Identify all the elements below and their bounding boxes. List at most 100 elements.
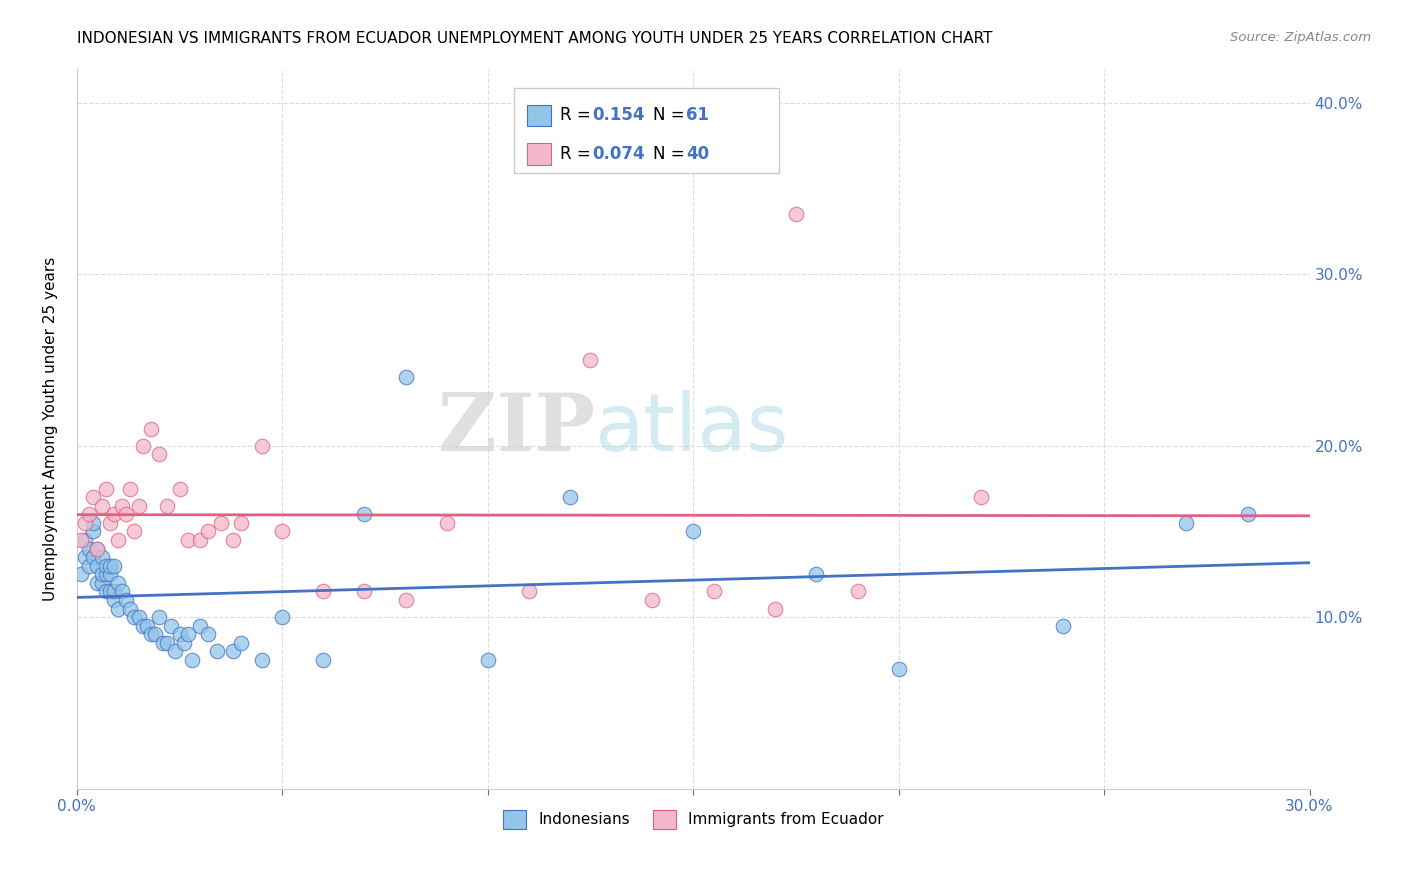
Text: 61: 61: [686, 106, 709, 124]
Point: [517, 584, 540, 599]
Point: [785, 207, 807, 221]
Point: [107, 533, 129, 547]
Point: [169, 627, 191, 641]
Point: [148, 610, 170, 624]
Text: R =: R =: [560, 145, 591, 163]
Point: [846, 584, 869, 599]
Point: [90, 567, 112, 582]
Point: [75, 533, 97, 547]
Point: [115, 507, 138, 521]
Point: [82, 490, 104, 504]
Point: [887, 661, 910, 675]
Point: [103, 507, 125, 521]
Point: [90, 499, 112, 513]
Point: [169, 482, 191, 496]
Text: Source: ZipAtlas.com: Source: ZipAtlas.com: [1230, 31, 1371, 45]
Text: INDONESIAN VS IMMIGRANTS FROM ECUADOR UNEMPLOYMENT AMONG YOUTH UNDER 25 YEARS CO: INDONESIAN VS IMMIGRANTS FROM ECUADOR UN…: [77, 31, 993, 46]
FancyBboxPatch shape: [527, 104, 551, 126]
Point: [394, 593, 416, 607]
Point: [98, 584, 121, 599]
Point: [148, 447, 170, 461]
Point: [77, 507, 100, 521]
Point: [82, 524, 104, 539]
Y-axis label: Unemployment Among Youth under 25 years: Unemployment Among Youth under 25 years: [44, 256, 58, 600]
Text: 40: 40: [686, 145, 709, 163]
Point: [177, 533, 200, 547]
Point: [86, 541, 108, 556]
Point: [70, 567, 93, 582]
Point: [1052, 618, 1074, 632]
Point: [682, 524, 704, 539]
Point: [250, 653, 273, 667]
Point: [231, 516, 253, 530]
Point: [94, 558, 117, 573]
Point: [103, 593, 125, 607]
Point: [1175, 516, 1198, 530]
Point: [394, 370, 416, 384]
Point: [120, 601, 142, 615]
Point: [180, 653, 202, 667]
Point: [107, 601, 129, 615]
Point: [641, 593, 664, 607]
Point: [107, 575, 129, 590]
Point: [77, 558, 100, 573]
Point: [152, 636, 174, 650]
Point: [90, 550, 112, 565]
Point: [139, 421, 162, 435]
Point: [970, 490, 993, 504]
Point: [90, 575, 112, 590]
Point: [806, 567, 828, 582]
Point: [70, 533, 93, 547]
Point: [94, 584, 117, 599]
Point: [205, 644, 228, 658]
Point: [115, 593, 138, 607]
Point: [156, 499, 179, 513]
Point: [763, 601, 786, 615]
Point: [131, 439, 153, 453]
Point: [128, 499, 150, 513]
Point: [139, 627, 162, 641]
Point: [703, 584, 725, 599]
Point: [111, 499, 134, 513]
Point: [188, 533, 211, 547]
Text: ZIP: ZIP: [437, 390, 595, 467]
Point: [188, 618, 211, 632]
Point: [177, 627, 200, 641]
Text: atlas: atlas: [595, 390, 789, 467]
Text: N =: N =: [652, 106, 685, 124]
Point: [209, 516, 232, 530]
Point: [222, 644, 245, 658]
FancyBboxPatch shape: [515, 88, 779, 173]
Point: [143, 627, 166, 641]
Point: [86, 575, 108, 590]
Point: [250, 439, 273, 453]
Point: [82, 516, 104, 530]
Point: [558, 490, 581, 504]
Point: [86, 558, 108, 573]
Point: [1237, 507, 1260, 521]
Point: [82, 550, 104, 565]
Point: [271, 610, 294, 624]
Text: 0.074: 0.074: [592, 145, 645, 163]
Point: [436, 516, 458, 530]
Point: [197, 627, 219, 641]
Point: [165, 644, 187, 658]
Point: [156, 636, 179, 650]
Point: [477, 653, 499, 667]
Point: [120, 482, 142, 496]
Point: [135, 618, 157, 632]
Text: 0.154: 0.154: [592, 106, 644, 124]
Point: [94, 567, 117, 582]
Point: [124, 524, 146, 539]
Point: [98, 558, 121, 573]
Point: [312, 653, 335, 667]
Point: [353, 584, 375, 599]
Point: [75, 550, 97, 565]
Legend: Indonesians, Immigrants from Ecuador: Indonesians, Immigrants from Ecuador: [496, 804, 890, 835]
Point: [131, 618, 153, 632]
Point: [173, 636, 195, 650]
Point: [98, 516, 121, 530]
Point: [197, 524, 219, 539]
Point: [124, 610, 146, 624]
Point: [160, 618, 183, 632]
